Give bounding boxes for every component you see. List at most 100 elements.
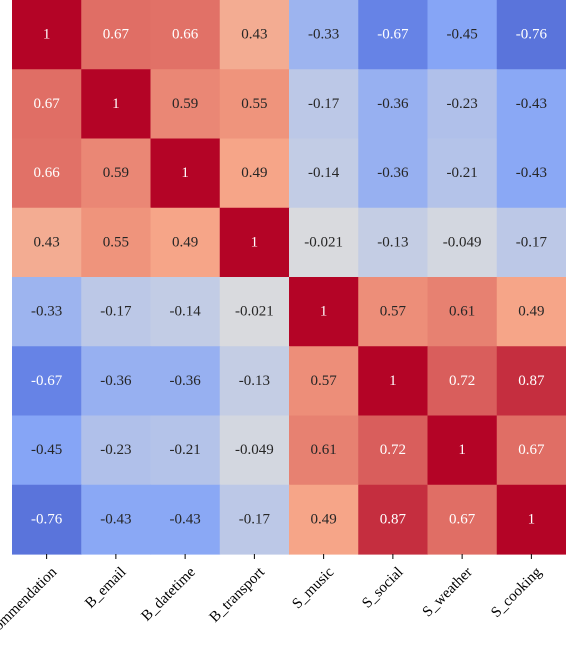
heatmap-cell-r4-c0: [12, 277, 82, 347]
cell-value-label: -0.45: [31, 442, 62, 458]
heatmap-cell-r7-c6: [427, 484, 498, 555]
heatmap-cell-r0-c6: [427, 0, 498, 70]
heatmap-cell-r6-c7: [496, 415, 566, 486]
cell-value-label: 0.72: [380, 442, 406, 458]
cell-value-label: -0.17: [239, 511, 271, 527]
heatmap-cells: 1 0.67 0.66 0.43 -0.33 -0.67 -0.45 -0.76 0.67 1 0.…: [12, 0, 566, 555]
heatmap-cell-r2-c6: [427, 138, 498, 209]
x-tick-label: B_datetime: [139, 564, 199, 624]
x-tick-label: B_email: [82, 564, 129, 611]
heatmap-cell-r4-c1: [81, 277, 152, 347]
heatmap-cell-r0-c1: [81, 0, 152, 70]
heatmap-cell-r4-c5: [358, 277, 429, 347]
heatmap-cell-r1-c7: [496, 69, 566, 140]
heatmap-cell-r5-c4: [289, 346, 359, 417]
heatmap-cell-r7-c3: [219, 484, 290, 555]
cell-value-label: 0.87: [518, 373, 545, 389]
cell-value-label: 0.55: [241, 96, 267, 112]
cell-value-label: -0.17: [100, 304, 132, 320]
cell-value-label: 0.59: [103, 165, 129, 181]
cell-value-label: -0.43: [170, 511, 201, 527]
heatmap-cell-r6-c0: [12, 415, 82, 486]
cell-value-label: -0.23: [447, 96, 478, 112]
heatmap-cell-r6-c6: [427, 415, 498, 486]
cell-value-label: -0.17: [516, 234, 548, 250]
heatmap-cell-r3-c1: [81, 207, 152, 278]
heatmap-cell-r1-c1: [81, 69, 152, 140]
heatmap-cell-r1-c5: [358, 69, 429, 140]
heatmap-cell-r4-c7: [496, 277, 566, 347]
cell-value-label: 0.55: [103, 234, 129, 250]
heatmap-cell-r3-c3: [219, 207, 290, 278]
heatmap-cell-r4-c4: [289, 277, 359, 347]
cell-value-label: 1: [320, 304, 328, 320]
heatmap-cell-r2-c5: [358, 138, 429, 209]
cell-value-label: -0.021: [304, 234, 343, 250]
heatmap-cell-r5-c0: [12, 346, 82, 417]
heatmap-cell-r3-c4: [289, 207, 359, 278]
heatmap-cell-r2-c3: [219, 138, 290, 209]
cell-value-label: 0.66: [34, 165, 61, 181]
heatmap-cell-r0-c7: [496, 0, 566, 70]
heatmap-cell-r5-c1: [81, 346, 152, 417]
heatmap-cell-r6-c1: [81, 415, 152, 486]
heatmap-cell-r6-c3: [219, 415, 290, 486]
cell-value-label: 1: [389, 373, 397, 389]
cell-value-label: 0.59: [172, 96, 198, 112]
heatmap-cell-r2-c7: [496, 138, 566, 209]
cell-value-label: 0.61: [449, 304, 475, 320]
heatmap-cell-r5-c7: [496, 346, 566, 417]
heatmap-cell-r0-c3: [219, 0, 290, 70]
cell-value-label: 0.67: [449, 511, 476, 527]
cell-value-label: -0.36: [377, 165, 409, 181]
cell-value-label: -0.76: [516, 27, 548, 43]
cell-value-label: 0.61: [311, 442, 337, 458]
cell-value-label: -0.43: [100, 511, 131, 527]
heatmap-cell-r5-c3: [219, 346, 290, 417]
x-axis-ticks: B_recommendation B_email B_datetime B_trans…: [0, 554, 545, 659]
x-tick-label: S_music: [289, 564, 337, 612]
heatmap-cell-r3-c5: [358, 207, 429, 278]
heatmap-cell-r6-c2: [150, 415, 221, 486]
heatmap-cell-r4-c6: [427, 277, 498, 347]
cell-value-label: -0.021: [235, 304, 274, 320]
heatmap-cell-r7-c5: [358, 484, 429, 555]
cell-value-label: 0.49: [172, 234, 198, 250]
cell-value-label: 0.67: [34, 96, 61, 112]
cell-value-label: 1: [458, 442, 466, 458]
heatmap-cell-r2-c1: [81, 138, 152, 209]
cell-value-label: -0.17: [308, 96, 340, 112]
cell-value-label: 1: [528, 511, 536, 527]
cell-value-label: -0.049: [235, 442, 274, 458]
cell-value-label: 0.67: [103, 27, 130, 43]
cell-value-label: -0.13: [239, 373, 270, 389]
cell-value-label: -0.33: [308, 27, 339, 43]
cell-value-label: -0.67: [377, 27, 409, 43]
heatmap-cell-r2-c2: [150, 138, 221, 209]
heatmap-cell-r6-c5: [358, 415, 429, 486]
cell-value-label: -0.14: [308, 165, 340, 181]
x-tick-label: S_weather: [420, 564, 476, 620]
cell-value-label: 0.49: [241, 165, 267, 181]
cell-value-label: -0.36: [170, 373, 202, 389]
heatmap-cell-r1-c2: [150, 69, 221, 140]
cell-value-label: 1: [181, 165, 189, 181]
cell-value-label: -0.049: [443, 234, 482, 250]
heatmap-cell-r7-c1: [81, 484, 152, 555]
x-tick-label: S_social: [359, 564, 406, 611]
heatmap-cell-r0-c4: [289, 0, 359, 70]
heatmap-cell-r7-c2: [150, 484, 221, 555]
cell-value-label: 0.87: [380, 511, 407, 527]
cell-value-label: -0.45: [447, 27, 478, 43]
heatmap-cell-r6-c4: [289, 415, 359, 486]
cell-value-label: -0.36: [100, 373, 132, 389]
heatmap-cell-r0-c0: [12, 0, 82, 70]
cell-value-label: 0.43: [34, 234, 60, 250]
cell-value-label: -0.36: [377, 96, 409, 112]
cell-value-label: -0.43: [516, 165, 547, 181]
cell-value-label: 0.67: [518, 442, 545, 458]
cell-value-label: 1: [251, 234, 259, 250]
heatmap-cell-r1-c3: [219, 69, 290, 140]
heatmap-cell-r2-c4: [289, 138, 359, 209]
x-tick-label: B_recommendation: [0, 564, 61, 659]
